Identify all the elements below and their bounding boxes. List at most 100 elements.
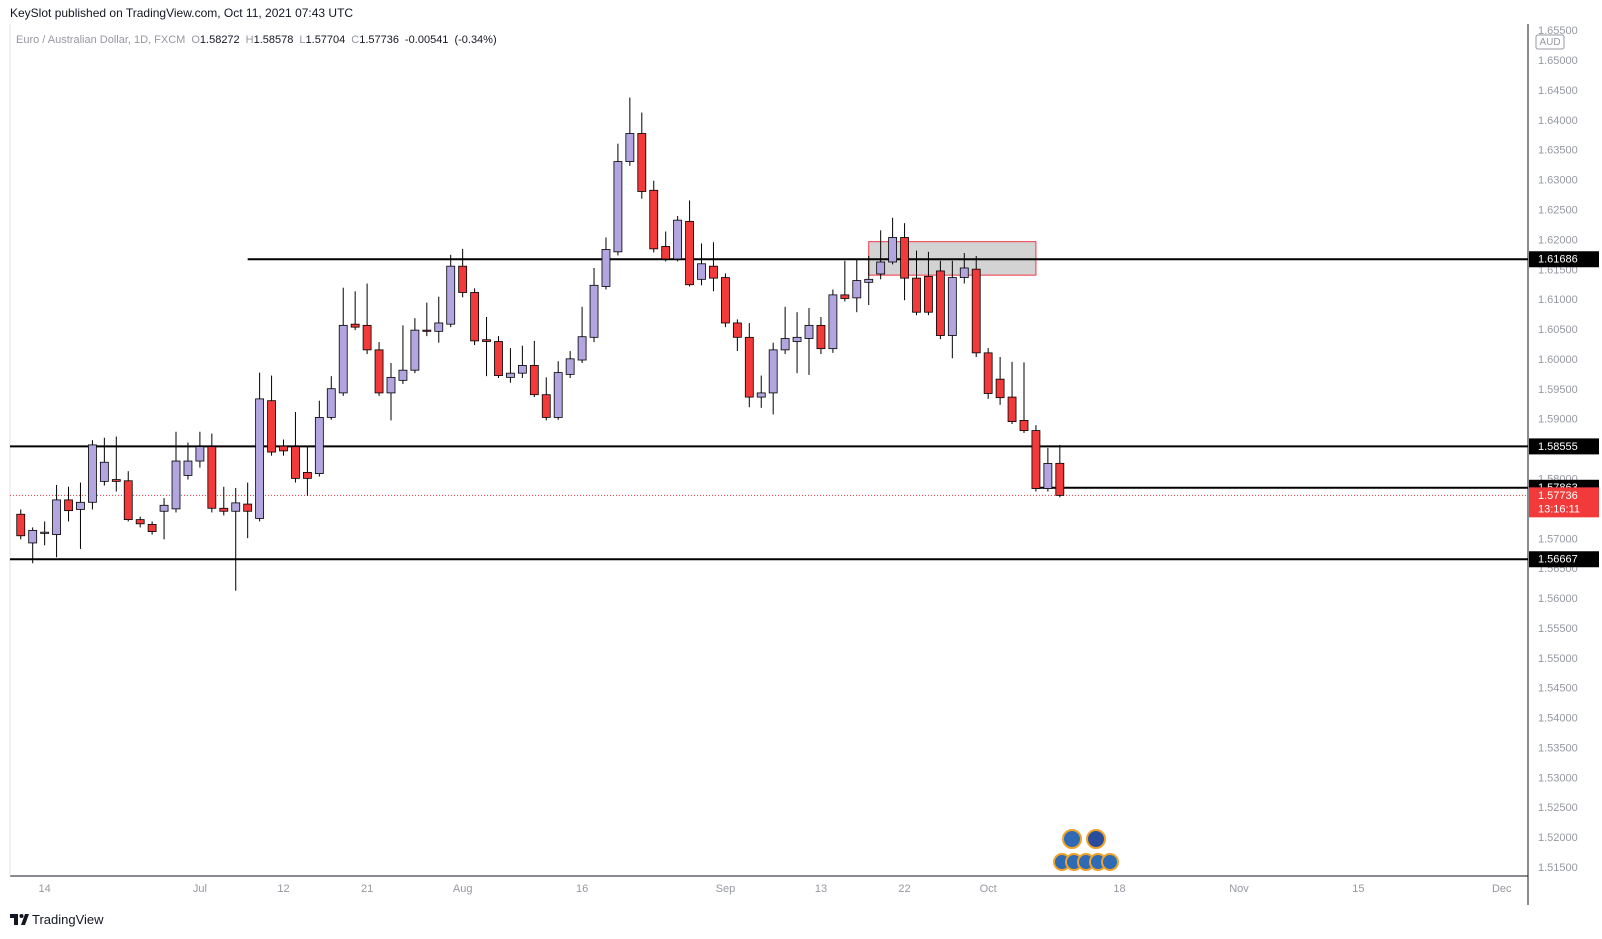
x-tick-label: 16: [576, 883, 588, 895]
y-tick-label: 1.57000: [1538, 533, 1578, 545]
y-tick-label: 1.64000: [1538, 115, 1578, 127]
candle-body: [398, 369, 408, 381]
event-badge[interactable]: [1062, 829, 1082, 849]
candle-body: [912, 277, 921, 313]
candle-body: [458, 265, 468, 293]
x-tick-label: 12: [277, 883, 289, 895]
level-price-box: [1529, 438, 1599, 455]
x-tick-label: Jul: [193, 883, 207, 895]
publish-header: KeySlot published on TradingView.com, Oc…: [10, 6, 354, 20]
candle-body: [601, 249, 611, 287]
candle-body: [16, 513, 26, 537]
event-badges: [1053, 829, 1119, 871]
y-tick-label: 1.61000: [1538, 294, 1578, 306]
candle-body: [553, 372, 563, 418]
x-tick-label: Sep: [716, 883, 736, 895]
level-price-label: 1.58555: [1538, 441, 1578, 453]
candle-body: [613, 161, 623, 253]
candle-body: [852, 280, 862, 299]
candle-body: [685, 220, 694, 286]
candle-body: [888, 237, 898, 263]
candle-body: [183, 460, 193, 476]
candle-body: [171, 460, 181, 510]
y-tick-label: 1.53500: [1538, 742, 1578, 754]
y-tick-label: 1.53000: [1538, 772, 1578, 784]
y-tick-label: 1.61500: [1538, 264, 1578, 276]
candle-body: [422, 329, 432, 332]
y-tick-label: 1.55000: [1538, 653, 1578, 665]
candle-body: [589, 284, 599, 338]
candle-body: [374, 349, 384, 394]
candle-body: [28, 529, 38, 544]
candle-body: [768, 349, 778, 394]
currency-badge-box: [1535, 34, 1565, 50]
ohlc-label: L: [299, 34, 306, 46]
y-tick-label: 1.63000: [1538, 175, 1578, 187]
y-tick-label: 1.59000: [1538, 414, 1578, 426]
candle-body: [279, 445, 288, 452]
candle-body: [64, 499, 73, 512]
candle-body: [40, 531, 50, 534]
y-tick-label: 1.65500: [1538, 25, 1578, 37]
ohlc-label: C: [351, 34, 360, 46]
candle-body: [792, 336, 802, 342]
event-badge[interactable]: [1101, 853, 1119, 871]
candle-body: [649, 189, 659, 250]
candle-body: [291, 446, 300, 479]
candle-body: [697, 263, 706, 280]
currency-badge: AUD: [1539, 37, 1560, 48]
candle-body: [147, 524, 157, 532]
candle-body: [864, 278, 874, 283]
candle-body: [661, 246, 671, 260]
candle-body: [362, 324, 372, 351]
change-value: -0.00541: [405, 34, 449, 46]
candle-body: [52, 499, 61, 535]
y-tick-label: 1.56000: [1538, 593, 1578, 605]
candle-body: [959, 267, 969, 278]
candle-body: [816, 324, 826, 350]
x-tick-label: 21: [361, 883, 373, 895]
symbol-title: Euro / Australian Dollar, 1D, FXCM: [16, 34, 186, 46]
x-tick-label: 14: [39, 883, 51, 895]
candle-body: [565, 358, 575, 375]
candle-body: [828, 294, 838, 350]
candle-body: [111, 479, 121, 482]
candle-body: [517, 365, 527, 374]
candle-body: [971, 268, 981, 354]
candle-body: [709, 265, 718, 279]
candle-body: [302, 472, 312, 479]
candle-body: [947, 277, 957, 336]
x-tick-label: 15: [1352, 883, 1364, 895]
candle-body: [1019, 420, 1029, 431]
candle-body: [732, 322, 742, 338]
candle-body: [900, 237, 909, 279]
ohlc-label: O: [191, 34, 200, 46]
candle-body: [637, 133, 647, 192]
candle-body: [231, 502, 241, 512]
candle-body: [924, 275, 933, 313]
candle-body: [386, 376, 396, 394]
level-price-label: 1.61686: [1538, 254, 1578, 266]
candle-body: [88, 444, 97, 503]
candle-body: [494, 341, 503, 376]
candle-body: [195, 446, 205, 462]
candle-body: [541, 394, 551, 418]
y-tick-label: 1.52000: [1538, 832, 1578, 844]
candle-body: [804, 324, 814, 339]
candle-body: [1031, 430, 1041, 489]
candle-body: [673, 219, 683, 260]
candle-body: [219, 507, 229, 512]
candle-body: [470, 292, 479, 342]
candle-body: [326, 388, 336, 418]
candle-body: [135, 519, 145, 525]
candle-body: [744, 336, 754, 398]
x-tick-label: 13: [815, 883, 827, 895]
tradingview-logo: [10, 914, 29, 925]
event-badge[interactable]: [1086, 829, 1106, 849]
x-tick-label: Dec: [1492, 883, 1512, 895]
ohlc-value: 1.58578: [253, 34, 294, 46]
y-tick-label: 1.65000: [1538, 55, 1578, 67]
candle-body: [1043, 463, 1053, 489]
